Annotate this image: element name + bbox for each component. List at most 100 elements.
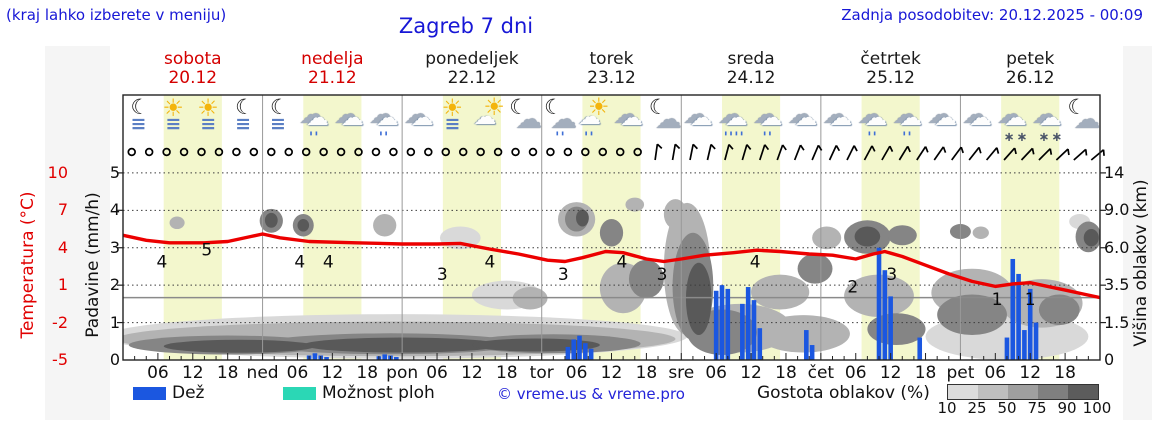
sun-glyph: ☀ [441, 94, 463, 122]
gradient-segment [978, 385, 1008, 399]
cg-glyph: ☁ [550, 104, 578, 135]
day-date: 24.12 [726, 68, 776, 88]
wind-barb-symbol [689, 143, 698, 161]
cw-glyph: ☁ [724, 105, 748, 131]
x-hour-label: 06 [844, 363, 867, 383]
temperature-value-label: 1 [992, 290, 1003, 310]
x-day-label: ned [246, 363, 279, 383]
cloud-height-tick-label: 0 [1104, 350, 1115, 369]
wind-calm-symbol [232, 147, 241, 157]
wind-barb-symbol [968, 146, 982, 161]
gradient-segment [1068, 385, 1098, 399]
x-hour-label: 12 [181, 363, 204, 383]
gradient-segment [1038, 385, 1068, 399]
day-date: 26.12 [1005, 68, 1055, 88]
weather-icon-cloud: ☁ ☁ [960, 97, 996, 143]
precipitation-tick-label: 3 [109, 237, 120, 257]
cg-glyph: ☁ [333, 99, 361, 130]
cloud-height-tick-label: 14 [1104, 162, 1125, 182]
cg-glyph: ☁ [717, 99, 745, 130]
sun-glyph: ☀ [162, 94, 184, 122]
temperature-value-label: 4 [294, 253, 305, 273]
weather-icon-moon-cloud: ☾ ☁ [1065, 97, 1101, 143]
x-hour-label: 12 [600, 363, 623, 383]
cg-glyph: ☁ [368, 99, 396, 130]
gradient-segment [1008, 385, 1038, 399]
wind-barb-symbol [671, 143, 681, 161]
wind-barb-symbol [1090, 149, 1105, 161]
wind-calm-symbol [441, 147, 451, 157]
wind-barb-symbol [881, 145, 894, 161]
x-hour-label: 18 [635, 363, 658, 383]
weather-icon-cloud: ☁ ☁ [820, 97, 856, 143]
wind-barb-symbol [758, 144, 770, 161]
x-hour-label: 06 [286, 363, 309, 383]
weather-icon-sun-fog: ☀ ≡ [192, 96, 228, 143]
x-hour-label: 18 [356, 363, 379, 383]
cw-glyph: ☁ [899, 105, 923, 131]
cloud-height-tick-label: 1.5 [1104, 312, 1130, 332]
cw-glyph: ☁ [864, 105, 888, 131]
cw-glyph: ☁ [829, 105, 853, 131]
gradient-scale-label: 100 [1082, 399, 1112, 417]
weather-icon-cloud: ☁ ☁ [402, 97, 438, 143]
fog-glyph: ≡ [165, 113, 182, 135]
temperature-tick-label: 1 [57, 275, 68, 295]
cw-glyph: ☁ [619, 105, 643, 131]
moon-glyph: ☾ [235, 95, 254, 119]
temperature-tick-label: 4 [57, 237, 68, 257]
precipitation-tick-label: 1 [109, 312, 120, 332]
cloud-height-tick-label: 6.0 [1104, 237, 1130, 257]
wind-calm-symbol [249, 147, 259, 157]
showers-legend-swatch [283, 387, 316, 400]
weather-icon-cloud-drizzle: ☁ ☁ '' [367, 97, 403, 146]
wind-calm-symbol [214, 147, 224, 157]
wind-barb-symbol [1073, 148, 1088, 161]
day-name: nedelja [301, 49, 364, 69]
cw-glyph: ☁ [578, 104, 602, 130]
wind-barb-symbol [706, 143, 716, 161]
moon-glyph: ☾ [270, 95, 289, 119]
wind-barb-symbol [898, 145, 911, 161]
cw-glyph: ☁ [794, 105, 818, 131]
wind-calm-symbol [354, 147, 363, 157]
weather-icon-cloud-drizzle: ☁ ☁ '' [855, 97, 891, 145]
wind-calm-symbol [284, 147, 293, 157]
cw-glyph: ☁ [375, 105, 399, 131]
day-date: 22.12 [447, 68, 497, 88]
temperature-tick-label: 7 [57, 200, 68, 220]
weather-icon-moon-cloud: ☾ ☁ [506, 97, 542, 143]
x-hour-label: 18 [495, 363, 518, 383]
cloud-density-gradient-bar [947, 384, 1099, 400]
day-name: sobota [164, 49, 222, 69]
right-axis-strip [1123, 46, 1152, 420]
wind-calm-symbol [563, 147, 573, 157]
drz-glyph: '' [378, 130, 390, 146]
wind-calm-symbol [144, 147, 154, 157]
temperature-tick-label: -2 [52, 312, 68, 332]
day-name: petek [1006, 49, 1055, 69]
wind-calm-symbol [371, 147, 381, 157]
temperature-value-label: 1 [1025, 290, 1036, 310]
cw-glyph: ☁ [689, 105, 713, 131]
day-name: ponedeljek [425, 49, 519, 69]
temperature-value-label: 4 [157, 253, 168, 273]
day-date: 23.12 [587, 68, 636, 88]
credit-link[interactable]: © vreme.us & vreme.pro [497, 385, 685, 403]
moon-glyph: ☾ [648, 95, 668, 119]
x-hour-label: 12 [461, 363, 483, 383]
cg-glyph: ☁ [892, 99, 920, 130]
plot-frame [122, 94, 1101, 361]
x-day-label: pet [946, 363, 975, 383]
fog-glyph: ≡ [444, 113, 461, 135]
drz-glyph: '' [902, 130, 913, 146]
cg-glyph: ☁ [961, 99, 989, 130]
x-hour-label: 06 [426, 363, 448, 383]
weather-icon-cloud: ☁ ☁ [332, 97, 368, 143]
weather-icon-cloud: ☁ ☁ [785, 97, 821, 143]
menu-hint: (kraj lahko izberete v meniju) [6, 6, 227, 24]
day-name: torek [589, 49, 634, 69]
drz-glyph: '' [584, 130, 595, 146]
fog-glyph: ≡ [200, 113, 217, 135]
